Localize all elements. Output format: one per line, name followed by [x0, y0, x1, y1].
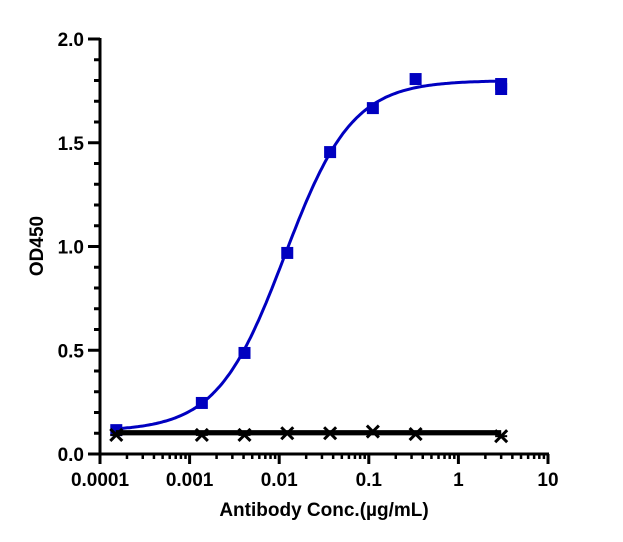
data-point-asterisk [408, 427, 423, 442]
data-point-asterisk [280, 426, 295, 441]
series-control-a [109, 424, 509, 444]
x-tick-label: 0.0001 [71, 470, 130, 491]
data-point-asterisk [323, 426, 338, 441]
x-tick-label: 1 [453, 470, 464, 491]
x-tick-label: 0.1 [356, 470, 383, 491]
y-axis: 0.0 0.5 1.0 1.5 2.0 [58, 30, 102, 466]
x-axis: 0.0001 0.001 0.01 0.1 1 10 [71, 452, 559, 491]
y-tick-label: 0.5 [58, 341, 85, 362]
x-axis-title: Antibody Conc.(µg/mL) [219, 500, 428, 521]
data-point-square [495, 83, 508, 96]
plot-area [109, 73, 509, 444]
y-axis-title: OD450 [27, 216, 48, 276]
y-tick-label: 2.0 [58, 30, 84, 51]
y-tick-label: 0.0 [58, 445, 84, 466]
y-tick-label: 1.0 [58, 238, 84, 259]
data-point-square [324, 146, 337, 159]
x-tick-label: 0.01 [261, 470, 298, 491]
data-point-square [409, 73, 422, 86]
fit-curve [115, 79, 502, 431]
x-tick-label: 0.001 [166, 470, 214, 491]
x-tick-label: 10 [537, 470, 558, 491]
data-point-square [281, 246, 294, 259]
data-point-square [366, 102, 379, 115]
data-point-square [195, 396, 208, 409]
data-point-square [238, 346, 251, 359]
series-antibody [110, 73, 508, 437]
y-tick-label: 1.5 [58, 134, 85, 155]
